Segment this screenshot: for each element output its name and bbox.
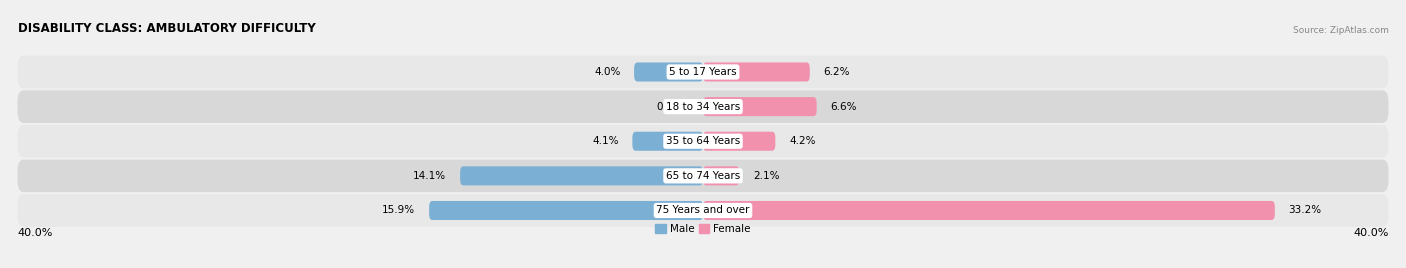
- Text: 4.2%: 4.2%: [789, 136, 815, 146]
- Text: 5 to 17 Years: 5 to 17 Years: [669, 67, 737, 77]
- Legend: Male, Female: Male, Female: [651, 220, 755, 238]
- Text: 65 to 74 Years: 65 to 74 Years: [666, 171, 740, 181]
- FancyBboxPatch shape: [703, 166, 740, 185]
- FancyBboxPatch shape: [17, 90, 1389, 123]
- FancyBboxPatch shape: [703, 97, 817, 116]
- Text: 18 to 34 Years: 18 to 34 Years: [666, 102, 740, 111]
- Text: 35 to 64 Years: 35 to 64 Years: [666, 136, 740, 146]
- FancyBboxPatch shape: [703, 62, 810, 81]
- Text: 2.1%: 2.1%: [754, 171, 779, 181]
- Text: 14.1%: 14.1%: [413, 171, 446, 181]
- Text: 75 Years and over: 75 Years and over: [657, 206, 749, 215]
- Text: 40.0%: 40.0%: [1353, 229, 1389, 239]
- Text: 4.1%: 4.1%: [592, 136, 619, 146]
- Text: 0.0%: 0.0%: [657, 102, 682, 111]
- FancyBboxPatch shape: [17, 194, 1389, 227]
- Text: 4.0%: 4.0%: [593, 67, 620, 77]
- FancyBboxPatch shape: [17, 125, 1389, 158]
- FancyBboxPatch shape: [703, 201, 1275, 220]
- Text: 6.2%: 6.2%: [824, 67, 851, 77]
- Text: 15.9%: 15.9%: [382, 206, 415, 215]
- FancyBboxPatch shape: [634, 62, 703, 81]
- Text: Source: ZipAtlas.com: Source: ZipAtlas.com: [1292, 25, 1389, 35]
- FancyBboxPatch shape: [17, 56, 1389, 88]
- FancyBboxPatch shape: [429, 201, 703, 220]
- FancyBboxPatch shape: [633, 132, 703, 151]
- Text: 6.6%: 6.6%: [831, 102, 856, 111]
- FancyBboxPatch shape: [460, 166, 703, 185]
- Text: DISABILITY CLASS: AMBULATORY DIFFICULTY: DISABILITY CLASS: AMBULATORY DIFFICULTY: [17, 22, 315, 35]
- Text: 33.2%: 33.2%: [1289, 206, 1322, 215]
- FancyBboxPatch shape: [17, 159, 1389, 192]
- FancyBboxPatch shape: [703, 132, 775, 151]
- Text: 40.0%: 40.0%: [17, 229, 53, 239]
